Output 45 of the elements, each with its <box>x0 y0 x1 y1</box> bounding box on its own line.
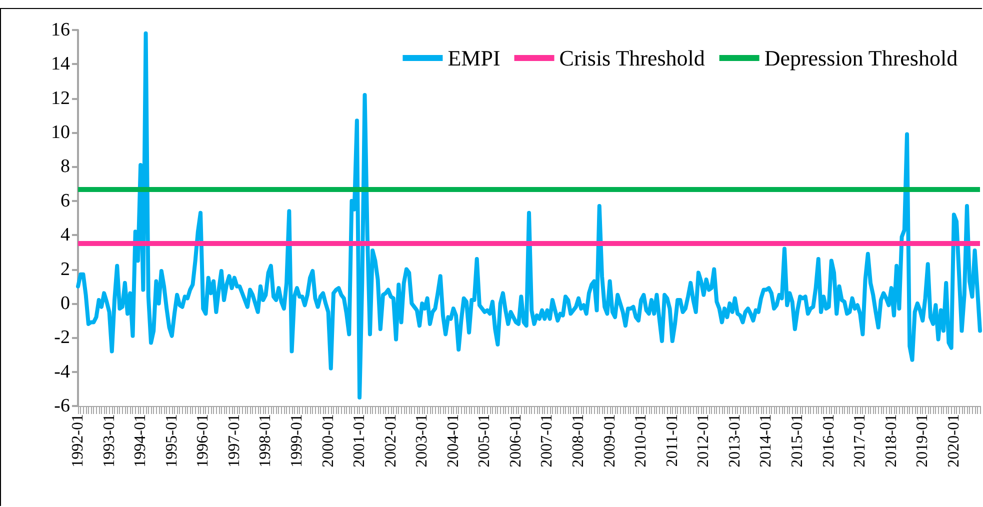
y-tick-label: 10 <box>51 122 70 144</box>
x-tick-label: 2001-01 <box>351 414 368 468</box>
x-tick-label: 1995-01 <box>163 414 180 468</box>
x-tick-label: 2018-01 <box>882 414 900 468</box>
x-tick-label: 2009-01 <box>601 414 618 468</box>
y-tick-label: 14 <box>51 54 70 75</box>
x-tick-label: 1993-01 <box>100 414 118 468</box>
y-tick-label: -6 <box>54 396 70 416</box>
line-series <box>76 31 982 400</box>
x-tick-label: 1998-01 <box>257 414 274 468</box>
y-tick-label: 8 <box>60 156 70 178</box>
x-tick-label: 1992-01 <box>70 414 86 468</box>
x-tick-label: 2012-01 <box>695 414 712 468</box>
x-tick-label: 2016-01 <box>820 414 838 468</box>
x-tick-label: 2000-01 <box>320 414 337 468</box>
x-tick-label: 2015-01 <box>789 414 806 468</box>
x-tick-label: 2008-01 <box>570 414 588 468</box>
y-tick-label: 12 <box>51 88 70 109</box>
y-tick-label: -2 <box>54 327 70 348</box>
x-tick-label: 2011-01 <box>664 414 681 467</box>
x-tick-label: 2017-01 <box>852 414 869 468</box>
y-tick-label: 0 <box>60 292 70 314</box>
x-tick-label: 2002-01 <box>382 414 400 468</box>
x-tick-label: 1997-01 <box>226 414 243 468</box>
x-tick-label: 2014-01 <box>758 414 775 468</box>
x-tick-label: 1999-01 <box>288 414 306 468</box>
y-tick-label: 2 <box>60 258 70 280</box>
legend-label: EMPI <box>448 46 500 70</box>
x-tick-label: 2010-01 <box>632 414 650 468</box>
legend-label: Depression Threshold <box>764 46 958 70</box>
y-tick-label: 4 <box>60 224 70 246</box>
x-tick-label: 2003-01 <box>414 414 431 468</box>
x-tick-label: 2007-01 <box>538 414 556 468</box>
x-tick-label: 2004-01 <box>444 414 462 468</box>
x-tick-label: 2005-01 <box>476 414 494 468</box>
x-tick-label: 2020-01 <box>945 414 962 468</box>
x-tick-label: 2019-01 <box>914 414 932 468</box>
y-tick-label: 6 <box>60 190 70 212</box>
x-tick-label: 1996-01 <box>194 414 212 468</box>
legend-label: Crisis Threshold <box>559 46 705 70</box>
y-tick-label: -4 <box>54 361 70 382</box>
x-tick-label: 2013-01 <box>726 414 744 468</box>
x-tick-label: 1994-01 <box>132 414 150 468</box>
y-tick-label: 16 <box>51 20 70 40</box>
x-tick-label: 2006-01 <box>507 414 524 468</box>
